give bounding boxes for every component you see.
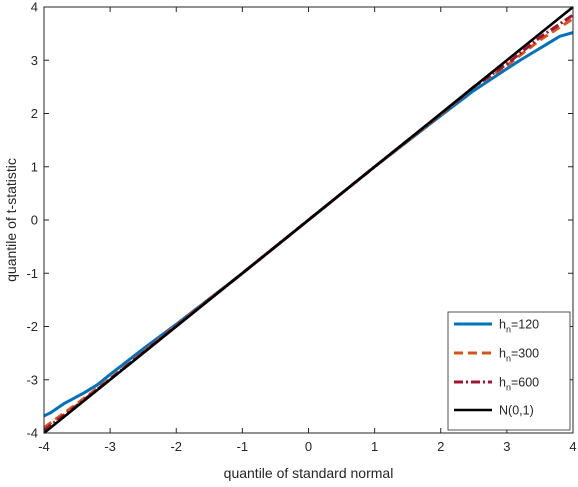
y-tick-label: -2 [26, 319, 38, 334]
x-tick-label: -1 [237, 439, 249, 454]
y-tick-label: -4 [26, 426, 38, 441]
legend-label-1: hn=300 [499, 347, 539, 364]
legend-label-main: N(0,1) [499, 404, 534, 418]
x-tick-label: 0 [305, 439, 312, 454]
legend-label-3: N(0,1) [499, 404, 534, 418]
y-tick-label: 1 [31, 159, 38, 174]
x-tick-label: -4 [38, 439, 50, 454]
legend-label-sub: n [506, 354, 511, 364]
legend-label-rest: =120 [511, 318, 539, 332]
x-tick-label: 1 [371, 439, 378, 454]
x-tick-label: 3 [503, 439, 510, 454]
x-tick-label: -2 [170, 439, 182, 454]
legend-label-rest: =600 [511, 376, 539, 390]
y-tick-label: 2 [31, 106, 38, 121]
legend-label-rest: =300 [511, 347, 539, 361]
legend-label-main: h [499, 376, 506, 390]
x-axis-label: quantile of standard normal [224, 465, 394, 481]
x-tick-label: -3 [104, 439, 116, 454]
y-axis-label: quantile of t-statistic [3, 158, 19, 282]
y-tick-label: 4 [31, 0, 38, 15]
y-tick-label: 0 [31, 213, 38, 228]
y-tick-label: 3 [31, 53, 38, 68]
tick-layer: -4 -3 -2 -1 0 1 2 3 4 -4 -3 -2 -1 0 1 2 3 4 [26, 0, 576, 454]
series-layer [43, 5, 574, 435]
y-tick-label: -1 [26, 266, 38, 281]
legend-label-sub: n [506, 383, 511, 393]
legend-label-0: hn=120 [499, 318, 539, 335]
legend-label-main: h [499, 318, 506, 332]
x-tick-label: 2 [437, 439, 444, 454]
legend-label-main: h [499, 347, 506, 361]
x-tick-label: 4 [569, 439, 576, 454]
legend-label-sub: n [506, 325, 511, 335]
legend-label-2: hn=600 [499, 376, 539, 393]
series-line-3 [43, 5, 574, 435]
y-tick-label: -3 [26, 372, 38, 387]
